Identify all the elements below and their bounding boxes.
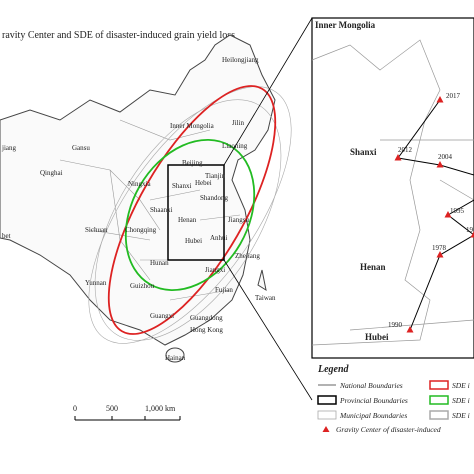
- inset-labels: Inner Mongolia Shanxi Henan Hubei 2017 2012 20…: [315, 20, 474, 342]
- region-label: Henan: [360, 262, 386, 272]
- year-label: 2017: [446, 92, 461, 100]
- region-label: Shanxi: [350, 147, 377, 157]
- legend-key: [322, 426, 330, 432]
- legend-key: [317, 395, 337, 405]
- year-label: 1990: [388, 321, 403, 329]
- province-label: Heilongjiang: [222, 56, 259, 64]
- province-label: bet: [2, 232, 11, 240]
- gravity-trajectory: [397, 99, 474, 331]
- legend-label: National Boundaries: [339, 381, 403, 390]
- year-label: 1978: [432, 244, 447, 252]
- gravity-center: [406, 326, 414, 333]
- province-label: Shaanxi: [150, 206, 173, 214]
- legend-label: SDE i: [452, 396, 470, 405]
- province-label: Zhejiang: [235, 252, 260, 260]
- legend-key: [317, 410, 337, 420]
- inset-boundaries: [311, 39, 474, 346]
- province-label: Fujian: [215, 286, 233, 294]
- connector: [223, 17, 313, 166]
- legend-title: Legend: [317, 364, 350, 375]
- region-label: Inner Mongolia: [315, 20, 376, 30]
- province-label: Henan: [178, 216, 197, 224]
- province-label: Yunnan: [85, 279, 107, 287]
- province-label: Inner Mongolia: [170, 122, 215, 130]
- gravity-center: [436, 251, 444, 258]
- province-labels: Heilongjiang Jilin Inner Mongolia Liaoning B…: [1, 56, 276, 362]
- taiwan-island: [257, 269, 267, 292]
- legend-label: Gravity Center of disaster-induced: [336, 425, 441, 434]
- inset-frame: [311, 17, 474, 359]
- legend-label: SDE i: [452, 411, 470, 420]
- province-label: Hunan: [150, 259, 169, 267]
- gravity-center: [470, 231, 474, 238]
- sde-ellipse-green: [124, 138, 256, 292]
- inset-extent: [167, 164, 225, 261]
- scale-label: 0: [73, 404, 77, 413]
- legend-label: Provincial Boundaries: [339, 396, 408, 405]
- scale-label: 1,000 km: [145, 404, 176, 413]
- province-label: Chongqing: [125, 226, 157, 234]
- province-label: Qinghai: [40, 169, 63, 177]
- connector: [223, 259, 313, 401]
- province-label: Gansu: [72, 144, 90, 152]
- province-label: Hubei: [185, 237, 202, 245]
- legend-key: [429, 410, 449, 420]
- province-label: Taiwan: [255, 294, 276, 302]
- province-label: Jilin: [232, 119, 245, 127]
- gravity-center: [394, 154, 402, 161]
- legend-key: [429, 395, 449, 405]
- province-label: Guangxi: [150, 312, 174, 320]
- gravity-center: [436, 96, 444, 103]
- province-label: Hebei: [195, 179, 212, 187]
- legend-key: [429, 380, 449, 390]
- province-label: Ningxia: [128, 180, 151, 188]
- province-label: Hong Kong: [190, 326, 223, 334]
- province-label: Shanxi: [172, 182, 192, 190]
- legend: National Boundaries Provincial Boundaries…: [317, 380, 470, 434]
- province-label: Sichuan: [85, 226, 108, 234]
- legend-label: SDE i: [452, 381, 470, 390]
- province-label: Shandong: [200, 194, 229, 202]
- sde-ellipse-red: [107, 85, 277, 335]
- province-label: Jiangxi: [205, 266, 225, 274]
- scale-labels: 0 500 1,000 km: [73, 404, 181, 420]
- map-title: ravity Center and SDE of disaster-induce…: [2, 30, 235, 41]
- province-label: Beijing: [182, 159, 203, 167]
- province-label: jiang: [1, 144, 16, 152]
- province-label: Hainan: [165, 354, 186, 362]
- gravity-center: [444, 211, 452, 218]
- province-label: Tianjin: [205, 172, 225, 180]
- province-label: Jiangsu: [228, 216, 250, 224]
- province-label: Anhui: [210, 234, 228, 242]
- province-label: Guizhou: [130, 282, 155, 290]
- province-label: Guangdong: [190, 314, 223, 322]
- legend-label: Municipal Boundaries: [339, 411, 407, 420]
- gravity-center: [436, 161, 444, 168]
- year-label: 2004: [438, 153, 453, 161]
- year-label: 19: [466, 226, 474, 234]
- year-label: 1995: [450, 207, 465, 215]
- hainan-island: [165, 347, 185, 363]
- sde-ellipse: [88, 86, 292, 344]
- scale-label: 500: [106, 404, 118, 413]
- year-label: 2012: [398, 146, 413, 154]
- region-label: Hubei: [365, 332, 389, 342]
- province-label: Liaoning: [222, 142, 248, 150]
